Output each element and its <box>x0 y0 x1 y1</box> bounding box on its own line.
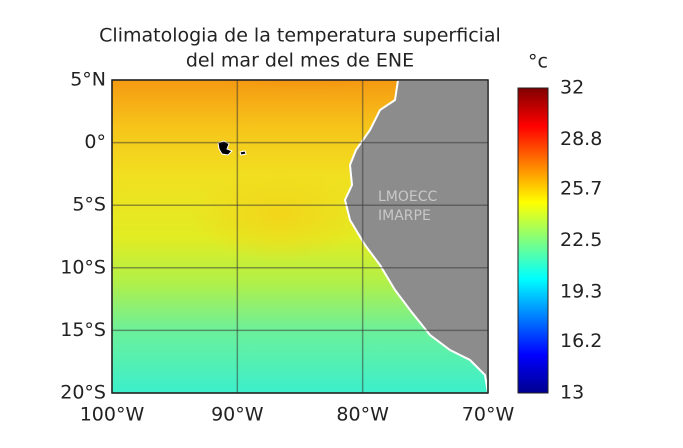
map-frame <box>111 79 489 394</box>
colorbar-tick-label: 13 <box>560 382 584 404</box>
y-tick-label: 0° <box>84 131 106 153</box>
watermark: LMOECC <box>378 189 438 205</box>
colorbar-tick-label: 22.5 <box>560 229 602 251</box>
y-tick-label: 15°S <box>60 319 106 341</box>
colorbar-tick-label: 16.2 <box>560 330 602 352</box>
y-tick-label: 10°S <box>60 256 106 278</box>
colorbar <box>517 87 549 394</box>
title-line: del mar del mes de ENE <box>186 50 414 72</box>
colorbar-label: °c <box>528 51 548 73</box>
colorbar-tick-label: 32 <box>560 77 584 99</box>
land <box>343 80 488 393</box>
x-tick-label: 80°W <box>336 404 389 426</box>
x-tick-label: 100°W <box>80 404 145 426</box>
warm-patch <box>190 170 370 260</box>
colorbar-tick-label: 25.7 <box>560 178 602 200</box>
y-tick-label: 5°N <box>70 69 106 91</box>
x-tick-label: 70°W <box>462 404 515 426</box>
x-tick-label: 90°W <box>211 404 264 426</box>
colorbar-tick-label: 28.8 <box>560 128 602 150</box>
y-tick-label: 5°S <box>72 194 106 216</box>
y-tick-label: 20°S <box>60 382 106 404</box>
map-field <box>112 80 488 393</box>
title-line: Climatologia de la temperatura superfici… <box>99 25 501 47</box>
colorbar-tick-label: 19.3 <box>560 280 602 302</box>
watermark: IMARPE <box>378 208 431 224</box>
